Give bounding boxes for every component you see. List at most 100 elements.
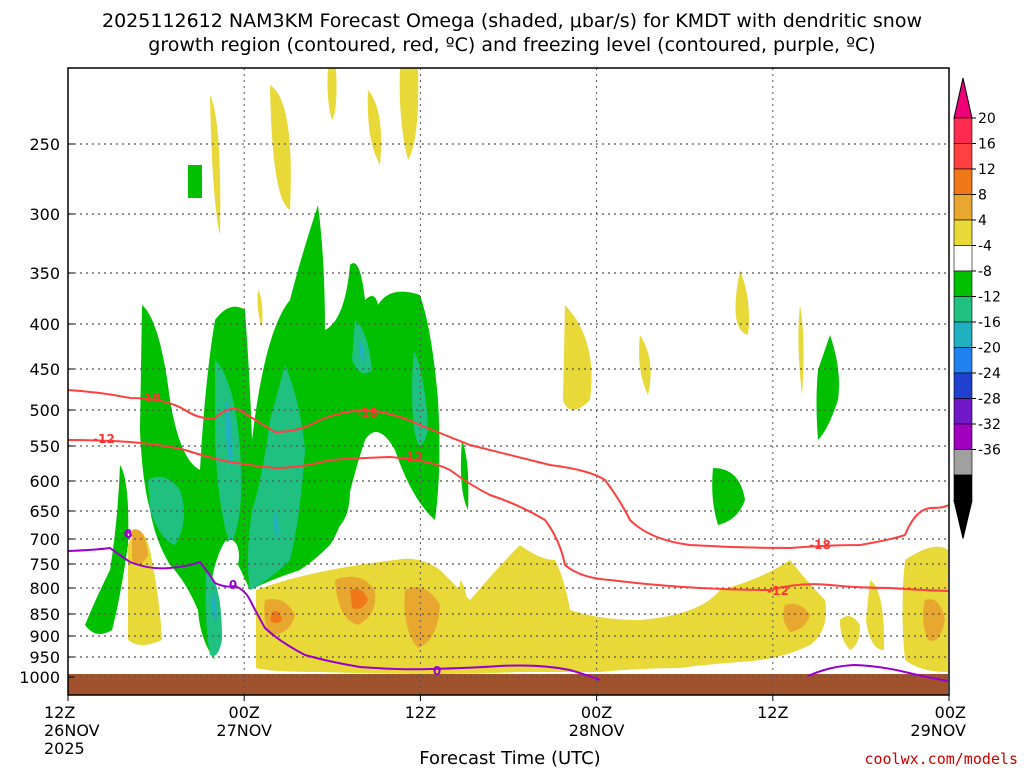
omega-region [404,587,440,648]
contour-label: 0 [124,527,132,541]
y-tick-label: 1000 [19,668,60,687]
omega-region [327,68,337,120]
y-tick-label: 650 [29,502,60,521]
omega-region [459,580,469,640]
purple-contour-0 [123,531,133,539]
colorbar-swatch [953,347,973,374]
y-tick-label: 800 [29,579,60,598]
omega-region [712,468,745,525]
omega-region [188,165,202,198]
colorbar-top-arrow [953,77,973,119]
colorbar-label: -20 [978,341,1001,357]
colorbar-swatch [953,321,973,348]
omega-region [923,599,945,641]
omega-region [783,603,810,632]
colorbar-bottom-arrow [953,500,973,539]
colorbar-label: 16 [978,137,996,153]
colorbar-swatch [953,398,973,425]
colorbar-swatch [953,143,973,170]
colorbar-swatch [953,372,973,399]
plot-grid [68,68,949,695]
omega-region [210,95,221,235]
omega-region [639,335,651,395]
y-tick-label: 550 [29,437,60,456]
y-tick-label: 300 [29,205,60,224]
x-tick-label: 12Z [44,703,75,722]
colorbar-label: -4 [978,239,992,255]
omega-region [798,305,804,395]
omega-region [840,616,860,650]
colorbar-swatch [953,270,973,297]
omega-region [247,365,305,590]
y-tick-label: 450 [29,360,60,379]
omega-region [225,400,233,470]
omega-region [212,590,217,625]
y-tick-label: 700 [29,530,60,549]
colorbar-swatch [953,296,973,323]
omega-region [256,545,826,674]
colorbar-swatch [953,219,973,246]
credit-link[interactable]: coolwx.com/models [864,750,1018,768]
colorbar-label: -8 [978,264,992,280]
purple-contour-0 [807,663,949,682]
x-tick-label: 00Z [935,703,966,722]
omega-region [735,270,749,335]
x-tick-label: 00Z [229,703,260,722]
contours: -18 -12 -18 -12 -18 -12 0 0 0 [68,389,949,682]
omega-region [270,85,291,210]
omega-region [816,335,839,440]
omega-region [563,305,592,410]
red-contour-minus18 [68,389,949,550]
omega-region [359,340,365,365]
colorbar-label: -36 [978,443,1001,459]
contour-label: -18 [139,391,161,405]
x-tick-label: 12Z [405,703,436,722]
x-tick-label: 12Z [757,703,788,722]
omega-region [367,90,382,165]
omega-region [460,440,469,510]
x-axis-title: Forecast Time (UTC) [419,748,600,768]
y-axis: 250 300 350 400 450 500 550 600 650 700 750 800 850 9… [19,135,74,687]
y-tick-label: 950 [29,648,60,667]
omega-region [85,465,129,634]
colorbar-swatch [953,423,973,450]
colorbar-swatch [953,168,973,195]
y-tick-label: 400 [29,315,60,334]
purple-contour-0 [68,546,601,681]
colorbar-label: -28 [978,392,1001,408]
omega-region [350,588,368,609]
colorbar-label: 4 [978,213,987,229]
y-tick-label: 850 [29,605,60,624]
chart-title-line1: 2025112612 NAM3KM Forecast Omega (shaded… [102,10,922,32]
colorbar-label: -24 [978,366,1001,382]
x-tick-label: 26NOV [44,721,100,740]
contour-label: -12 [93,432,115,446]
omega-region [223,540,239,572]
y-tick-label: 750 [29,555,60,574]
red-contour-minus12 [68,439,949,592]
chart-title-line2: growth region (contoured, red, ºC) and f… [148,34,875,56]
omega-region [132,529,148,564]
colorbar-label: 12 [978,162,996,178]
colorbar-swatch [953,194,973,221]
y-tick-label: 500 [29,401,60,420]
x-tick-label: 27NOV [216,721,272,740]
omega-shading [68,68,948,695]
contour-label: -18 [809,538,831,552]
omega-region [274,510,279,540]
x-tick-label: 2025 [44,739,85,758]
colorbar-swatch [953,245,973,272]
ground-terrain [68,674,948,695]
colorbar-label: 20 [978,111,996,127]
omega-region [399,68,419,160]
colorbar-swatch [953,449,973,476]
contour-label: 0 [229,578,237,592]
colorbar-swatch [953,117,973,144]
colorbar: 20 16 12 8 4 -4 -8 -12 -16 -20 -24 -28 -32 -36 [953,77,1001,539]
omega-region [866,580,885,650]
colorbar-label: 8 [978,188,987,204]
omega-region [318,485,350,530]
contour-label: -12 [401,450,423,464]
omega-region [257,290,263,328]
